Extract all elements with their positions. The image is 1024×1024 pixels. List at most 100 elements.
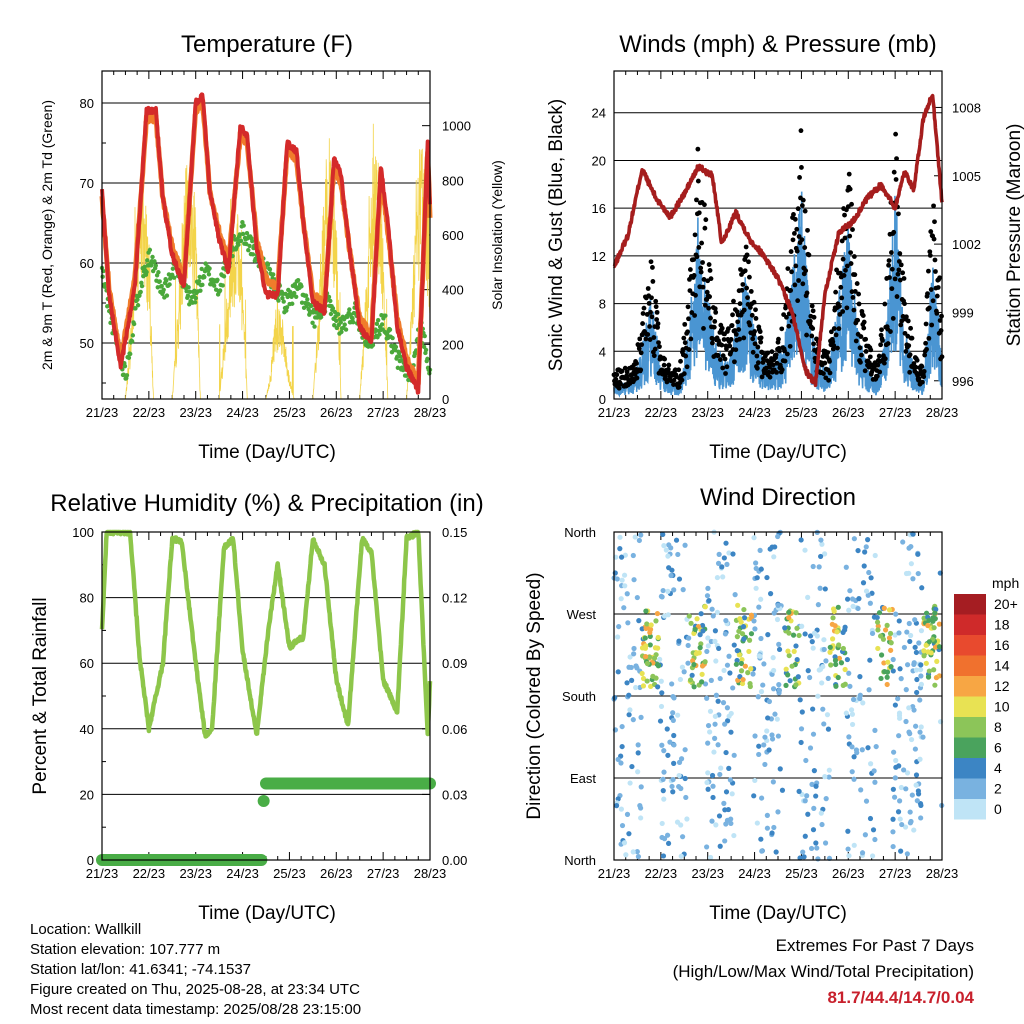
point-wind-direction xyxy=(615,669,621,675)
point-wind-direction xyxy=(921,653,927,659)
point-gust xyxy=(655,324,660,330)
y-tick-label: 50 xyxy=(80,336,94,351)
point-gust xyxy=(874,373,880,379)
x-tick-label: 22/23 xyxy=(645,405,678,420)
x-tick-label: 24/23 xyxy=(226,866,259,881)
point-wind-direction xyxy=(891,794,898,800)
point-wind-direction xyxy=(670,717,676,723)
y2-tick-label: 996 xyxy=(952,374,974,389)
point-wind-direction xyxy=(863,544,869,550)
point-wind-direction xyxy=(775,602,781,608)
point-wind-direction xyxy=(816,564,822,570)
y-tick-label: 70 xyxy=(80,176,94,191)
point-precipitation xyxy=(257,794,270,807)
station-location: Location: Wallkill xyxy=(30,921,142,938)
point-wind-direction xyxy=(914,798,920,804)
point-wind-direction xyxy=(915,788,921,794)
point-2m-td xyxy=(375,317,381,323)
point-2m-td xyxy=(332,323,337,328)
point-wind-direction xyxy=(619,554,625,560)
point-gust xyxy=(700,260,705,265)
point-gust xyxy=(619,368,625,374)
point-wind-direction xyxy=(822,551,828,557)
point-2m-td xyxy=(135,303,141,308)
point-gust xyxy=(688,336,694,342)
point-wind-direction xyxy=(735,602,741,608)
point-2m-td xyxy=(159,283,164,289)
point-gust xyxy=(752,341,758,347)
point-gust xyxy=(695,178,701,184)
point-wind-direction xyxy=(843,564,849,570)
colorbar-label: 10 xyxy=(994,699,1010,715)
point-wind-direction xyxy=(716,551,722,557)
point-wind-direction xyxy=(731,832,737,839)
point-wind-direction xyxy=(755,694,761,700)
point-wind-direction xyxy=(820,664,826,670)
point-gust xyxy=(887,275,892,280)
point-wind-direction xyxy=(660,788,666,794)
point-wind-direction xyxy=(805,811,811,817)
point-wind-direction xyxy=(677,676,684,683)
point-wind-direction xyxy=(827,644,833,650)
point-wind-direction xyxy=(813,840,819,846)
point-wind-direction xyxy=(835,604,841,610)
point-wind-direction xyxy=(805,668,811,674)
y-tick-label: 100 xyxy=(72,525,94,540)
point-gust xyxy=(752,329,757,334)
point-wind-direction xyxy=(918,724,924,730)
point-wind-direction xyxy=(643,653,649,660)
point-2m-td xyxy=(220,283,225,288)
point-wind-direction xyxy=(766,698,773,705)
point-gust xyxy=(842,235,848,241)
point-wind-direction xyxy=(913,649,920,656)
point-gust xyxy=(827,370,833,376)
point-wind-direction xyxy=(901,767,907,773)
y-tick-label: North xyxy=(564,853,596,868)
point-wind-direction xyxy=(917,729,923,735)
data-timestamp: Most recent data timestamp: 2025/08/28 2… xyxy=(30,1001,362,1018)
point-wind-direction xyxy=(882,627,889,633)
point-wind-direction xyxy=(825,726,832,732)
point-gust xyxy=(682,340,688,346)
series-sonic-wind xyxy=(613,191,943,398)
point-gust xyxy=(735,319,741,325)
y-tick-label: 60 xyxy=(80,656,94,671)
point-wind-direction xyxy=(815,602,821,608)
point-wind-direction xyxy=(638,805,644,811)
point-gust xyxy=(894,156,899,162)
point-2m-td xyxy=(149,263,154,268)
point-wind-direction xyxy=(895,696,901,702)
point-wind-direction xyxy=(682,542,688,548)
point-wind-direction xyxy=(809,781,815,787)
extremes-subtitle: (High/Low/Max Wind/Total Precipitation) xyxy=(672,962,974,981)
point-wind-direction xyxy=(925,622,931,629)
point-wind-direction xyxy=(906,620,912,627)
x-tick-label: 25/23 xyxy=(273,405,306,420)
point-wind-direction xyxy=(934,658,940,664)
point-wind-direction xyxy=(647,629,653,636)
point-wind-direction xyxy=(643,625,649,631)
point-wind-direction xyxy=(707,729,713,735)
point-gust xyxy=(901,276,907,281)
point-wind-direction xyxy=(629,763,635,770)
chart-title: Winds (mph) & Pressure (mb) xyxy=(619,31,936,58)
point-gust xyxy=(695,146,701,152)
point-2m-td xyxy=(184,289,189,294)
point-gust xyxy=(926,305,932,311)
point-wind-direction xyxy=(797,697,803,703)
point-2m-td xyxy=(192,300,198,305)
point-wind-direction xyxy=(846,853,852,859)
point-gust xyxy=(753,316,759,321)
point-gust xyxy=(804,290,810,296)
point-wind-direction xyxy=(776,641,782,647)
point-wind-direction xyxy=(796,788,802,794)
point-gust xyxy=(899,318,905,324)
point-wind-direction xyxy=(699,663,706,669)
point-gust xyxy=(638,367,644,373)
point-2m-td xyxy=(129,339,135,344)
point-gust xyxy=(749,312,755,318)
point-wind-direction xyxy=(846,607,852,613)
point-wind-direction xyxy=(773,849,779,855)
point-wind-direction xyxy=(734,648,740,654)
